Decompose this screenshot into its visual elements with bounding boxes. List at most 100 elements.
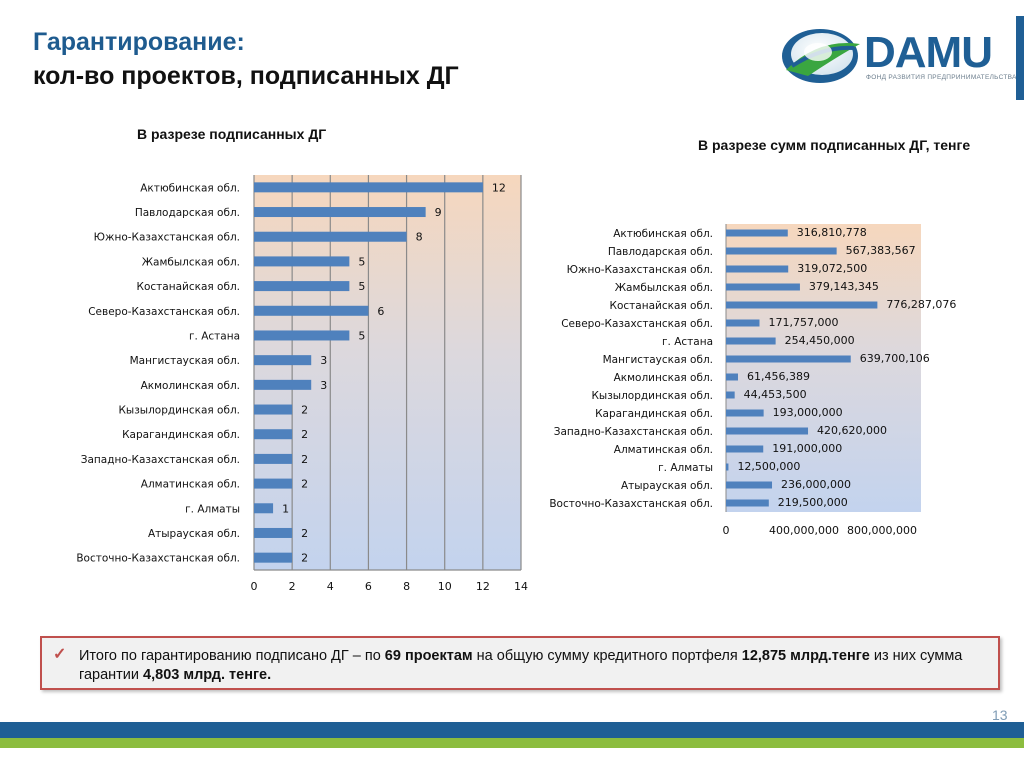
category-label: Жамбылская обл. bbox=[142, 256, 240, 268]
bar bbox=[726, 355, 851, 363]
left-chart-heading: В разрезе подписанных ДГ bbox=[137, 126, 327, 142]
data-label: 2 bbox=[301, 478, 308, 491]
bar bbox=[726, 265, 789, 273]
logo-wordmark: DAMU bbox=[864, 28, 993, 77]
summary-projects-count: 69 проектам bbox=[384, 648, 473, 664]
bar bbox=[254, 478, 293, 489]
bar bbox=[726, 283, 800, 291]
bar bbox=[726, 463, 729, 471]
category-label: Карагандинская обл. bbox=[122, 429, 240, 441]
category-label: Атырауская обл. bbox=[148, 528, 240, 540]
bar bbox=[254, 503, 274, 514]
x-tick-label: 2 bbox=[289, 580, 296, 593]
x-tick-label: 14 bbox=[514, 580, 528, 593]
category-label: Актюбинская обл. bbox=[613, 228, 713, 240]
category-label: Павлодарская обл. bbox=[135, 207, 240, 219]
category-label: Атырауская обл. bbox=[621, 480, 713, 492]
data-label: 420,620,000 bbox=[817, 424, 887, 437]
data-label: 2 bbox=[301, 552, 308, 565]
summary-box: ✓ Итого по гарантированию подписано ДГ –… bbox=[40, 636, 1000, 690]
category-label: Костанайская обл. bbox=[610, 300, 713, 312]
category-label: Южно-Казахстанская обл. bbox=[94, 232, 240, 244]
category-label: Мангистауская обл. bbox=[603, 354, 713, 366]
bar bbox=[254, 404, 293, 415]
page-number: 13 bbox=[992, 707, 1008, 723]
category-label: Павлодарская обл. bbox=[608, 246, 713, 258]
checkmark-icon: ✓ bbox=[53, 646, 67, 663]
category-label: Актюбинская обл. bbox=[140, 182, 240, 194]
bar bbox=[254, 231, 407, 242]
data-label: 191,000,000 bbox=[772, 442, 842, 455]
bar bbox=[726, 409, 764, 417]
data-label: 5 bbox=[358, 329, 365, 342]
data-label: 3 bbox=[320, 354, 327, 367]
footer-band-blue bbox=[0, 722, 1024, 738]
x-tick-label: 4 bbox=[327, 580, 334, 593]
bar bbox=[726, 373, 738, 381]
data-label: 2 bbox=[301, 404, 308, 417]
bar bbox=[254, 207, 426, 218]
data-label: 219,500,000 bbox=[778, 496, 848, 509]
bar bbox=[254, 182, 483, 193]
bar bbox=[254, 379, 312, 390]
x-tick-label: 10 bbox=[438, 580, 452, 593]
category-label: Северо-Казахстанская обл. bbox=[88, 306, 240, 318]
bar bbox=[254, 453, 293, 464]
data-label: 171,757,000 bbox=[768, 316, 838, 329]
category-label: Южно-Казахстанская обл. bbox=[567, 264, 713, 276]
data-label: 2 bbox=[301, 453, 308, 466]
x-tick-label: 6 bbox=[365, 580, 372, 593]
logo-side-bar bbox=[1016, 16, 1024, 100]
category-label: Кызылординская обл. bbox=[118, 405, 240, 417]
data-label: 12,500,000 bbox=[737, 460, 800, 473]
data-label: 61,456,389 bbox=[747, 370, 810, 383]
data-label: 567,383,567 bbox=[846, 244, 916, 257]
summary-guarantee-amount: 4,803 млрд. тенге. bbox=[143, 667, 272, 683]
logo-emblem-icon bbox=[782, 29, 860, 83]
category-label: Западно-Казахстанская обл. bbox=[81, 454, 240, 466]
data-label: 12 bbox=[492, 181, 506, 194]
slide-subtitle: кол-во проектов, подписанных ДГ bbox=[33, 62, 459, 90]
bar bbox=[254, 355, 312, 366]
data-label: 236,000,000 bbox=[781, 478, 851, 491]
x-tick-label: 8 bbox=[403, 580, 410, 593]
summary-text: Итого по гарантированию подписано ДГ – п… bbox=[79, 647, 979, 685]
x-tick-label: 400,000,000 bbox=[769, 524, 839, 537]
category-label: г. Алматы bbox=[658, 462, 713, 474]
bar bbox=[726, 337, 776, 345]
summary-portfolio-amount: 12,875 млрд.тенге bbox=[741, 648, 870, 664]
category-label: Алматинская обл. bbox=[141, 479, 240, 491]
data-label: 639,700,106 bbox=[860, 352, 930, 365]
data-label: 6 bbox=[377, 305, 384, 318]
data-label: 3 bbox=[320, 379, 327, 392]
bar bbox=[254, 527, 293, 538]
category-label: Акмолинская обл. bbox=[141, 380, 240, 392]
category-label: Западно-Казахстанская обл. bbox=[554, 426, 713, 438]
data-label: 2 bbox=[301, 428, 308, 441]
data-label: 5 bbox=[358, 280, 365, 293]
data-label: 1 bbox=[282, 502, 289, 515]
category-label: Восточно-Казахстанская обл. bbox=[76, 553, 240, 565]
category-label: г. Астана bbox=[662, 336, 713, 348]
bar bbox=[254, 256, 350, 267]
data-label: 254,450,000 bbox=[785, 334, 855, 347]
category-label: г. Алматы bbox=[185, 503, 240, 515]
sum-chart: 0 400,000,000 800,000,000 Актюбинская обл. 3… bbox=[549, 224, 956, 537]
data-label: 44,453,500 bbox=[744, 388, 807, 401]
data-label: 193,000,000 bbox=[773, 406, 843, 419]
bar bbox=[726, 391, 735, 399]
bar bbox=[726, 301, 878, 309]
right-chart-heading: В разрезе сумм подписанных ДГ, тенге bbox=[698, 137, 971, 153]
data-label: 319,072,500 bbox=[797, 262, 867, 275]
category-label: Костанайская обл. bbox=[137, 281, 240, 293]
summary-text-part: Итого по гарантированию подписано ДГ – п… bbox=[79, 648, 385, 664]
bar bbox=[254, 552, 293, 563]
bar bbox=[254, 429, 293, 440]
category-label: Восточно-Казахстанская обл. bbox=[549, 498, 713, 510]
category-label: Жамбылская обл. bbox=[615, 282, 713, 294]
bar bbox=[726, 247, 837, 255]
bar bbox=[726, 319, 760, 327]
bar bbox=[726, 481, 773, 489]
bar bbox=[726, 499, 769, 507]
